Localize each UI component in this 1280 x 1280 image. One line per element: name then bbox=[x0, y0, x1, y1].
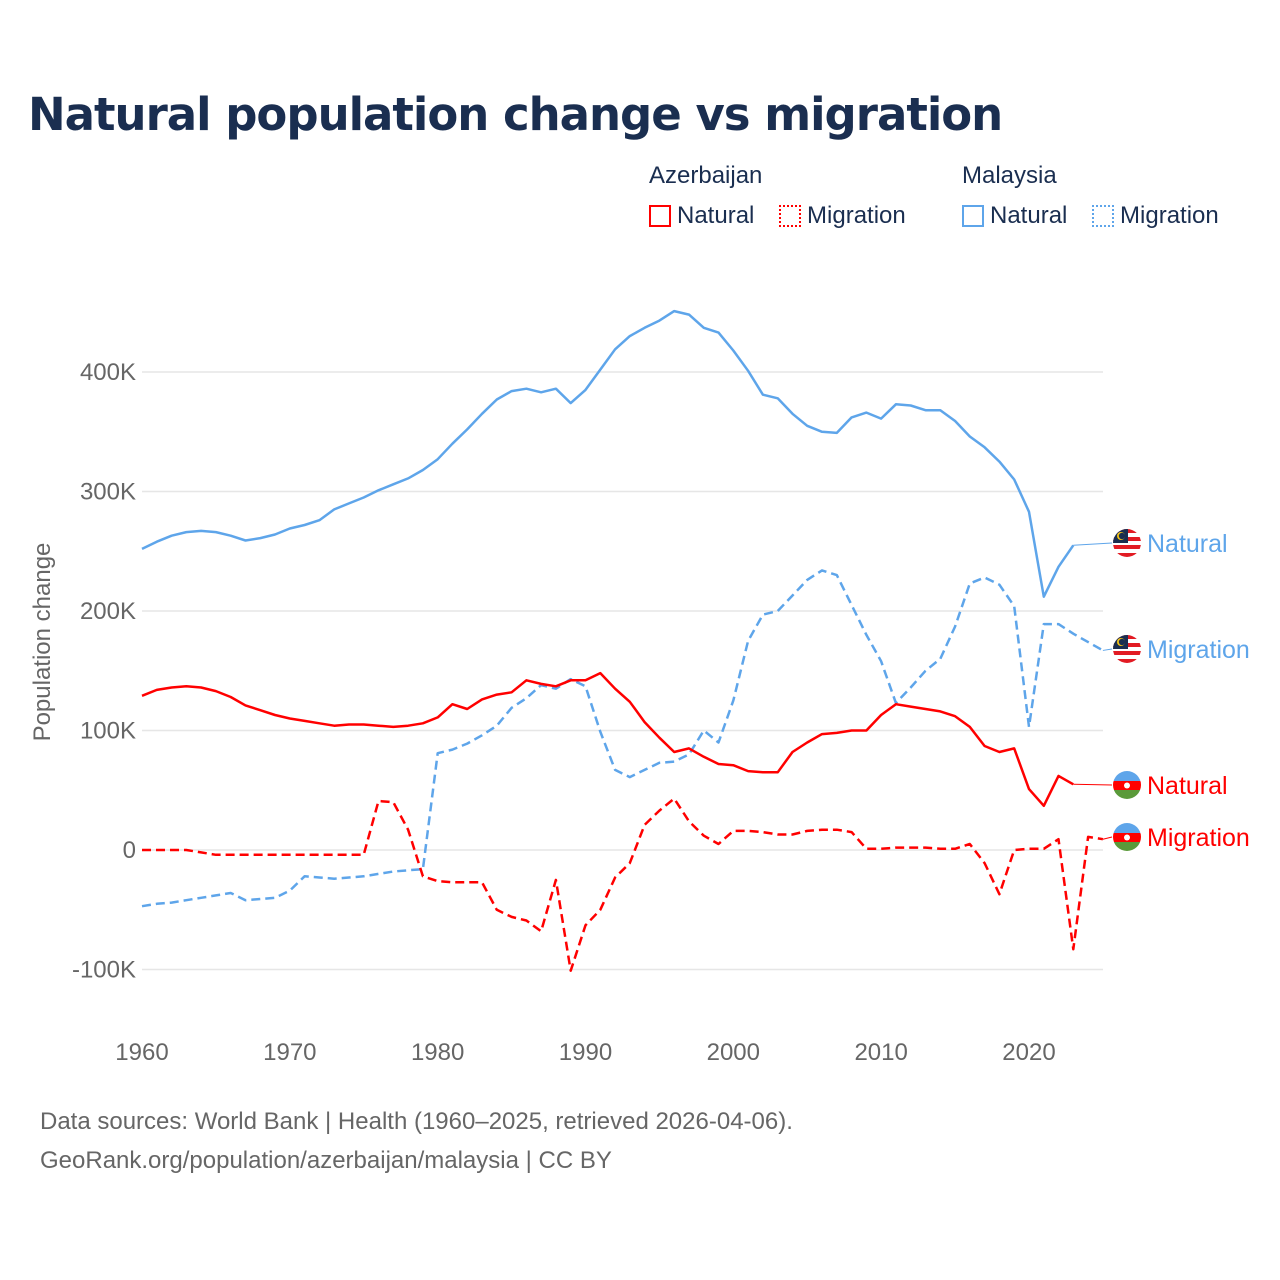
x-tick-label: 1980 bbox=[411, 1039, 464, 1066]
azerbaijan-flag-icon bbox=[1113, 771, 1141, 799]
plot-area: -100K 0 100K 200K 300K 400K 1960 1970 1980 1990 20… bbox=[29, 309, 1250, 1066]
legend-label: Natural bbox=[990, 202, 1068, 229]
y-axis-label: Population change bbox=[29, 543, 56, 742]
footer-link[interactable]: GeoRank.org/population/azerbaijan/malays… bbox=[40, 1147, 612, 1174]
legend-label: Migration bbox=[807, 202, 906, 229]
end-label-connector bbox=[1073, 542, 1113, 546]
legend-group-title: Azerbaijan bbox=[649, 162, 763, 189]
legend-swatch bbox=[962, 205, 984, 227]
end-label: Migration bbox=[1147, 824, 1250, 852]
y-tick-label: 200K bbox=[80, 598, 136, 625]
end-label-connector bbox=[1102, 836, 1113, 840]
end-label: Natural bbox=[1147, 772, 1228, 800]
end-label-connector bbox=[1102, 648, 1113, 651]
series-line-malaysia-migration[interactable] bbox=[141, 569, 1104, 908]
legend-label: Natural bbox=[677, 202, 755, 229]
footer-sources: Data sources: World Bank | Health (1960–… bbox=[40, 1108, 793, 1135]
legend-item-azerbaijan-natural[interactable]: Natural bbox=[649, 202, 754, 230]
malaysia-flag-icon bbox=[1113, 529, 1141, 557]
azerbaijan-flag-icon bbox=[1113, 823, 1141, 851]
y-tick-label: 0 bbox=[123, 837, 136, 864]
legend-group-azerbaijan: Azerbaijan Natural Migration bbox=[649, 162, 924, 234]
series-line-azerbaijan-natural[interactable] bbox=[141, 671, 1074, 808]
legend-item-malaysia-natural[interactable]: Natural bbox=[962, 202, 1067, 230]
malaysia-flag-icon bbox=[1113, 635, 1141, 663]
legend-swatch bbox=[779, 205, 802, 227]
legend-group-malaysia: Malaysia Natural Migration bbox=[962, 162, 1237, 234]
y-tick-label: 400K bbox=[80, 359, 136, 386]
x-tick-label: 1970 bbox=[263, 1039, 316, 1066]
legend-item-azerbaijan-migration[interactable]: Migration bbox=[779, 202, 906, 230]
legend-group-title: Malaysia bbox=[962, 162, 1057, 189]
x-tick-label: 2020 bbox=[1002, 1039, 1055, 1066]
y-tick-label: 100K bbox=[80, 718, 136, 745]
y-tick-label: 300K bbox=[80, 479, 136, 506]
x-tick-label: 1990 bbox=[559, 1039, 612, 1066]
y-tick-label: -100K bbox=[72, 957, 136, 984]
end-label: Natural bbox=[1147, 530, 1228, 558]
legend-label: Migration bbox=[1120, 202, 1219, 229]
series-line-azerbaijan-migration[interactable] bbox=[142, 797, 1104, 972]
x-tick-label: 2010 bbox=[854, 1039, 907, 1066]
series-line-malaysia-natural[interactable] bbox=[141, 309, 1075, 598]
legend-item-malaysia-migration[interactable]: Migration bbox=[1092, 202, 1219, 230]
legend-swatch bbox=[1092, 205, 1115, 227]
x-tick-label: 2000 bbox=[707, 1039, 760, 1066]
chart-title: Natural population change vs migration bbox=[28, 88, 1003, 141]
legend-swatch bbox=[649, 205, 671, 227]
end-label: Migration bbox=[1147, 636, 1250, 664]
x-tick-label: 1960 bbox=[115, 1039, 168, 1066]
end-label-connector bbox=[1073, 783, 1113, 786]
